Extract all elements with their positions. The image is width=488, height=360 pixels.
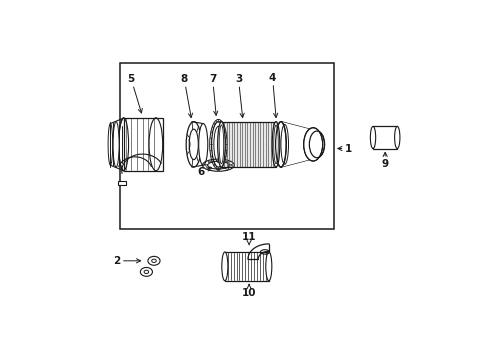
Ellipse shape xyxy=(198,123,207,165)
Bar xyxy=(221,122,275,167)
Ellipse shape xyxy=(303,128,322,161)
Polygon shape xyxy=(280,122,316,167)
Text: 10: 10 xyxy=(242,284,256,298)
Text: 11: 11 xyxy=(242,232,256,245)
Text: 2: 2 xyxy=(113,256,141,266)
Text: 9: 9 xyxy=(381,152,388,169)
Text: 7: 7 xyxy=(208,74,217,115)
Text: 6: 6 xyxy=(197,167,211,177)
Ellipse shape xyxy=(369,126,375,149)
Ellipse shape xyxy=(217,122,225,167)
Ellipse shape xyxy=(265,252,271,281)
Ellipse shape xyxy=(119,118,128,171)
Bar xyxy=(118,181,126,185)
Text: 8: 8 xyxy=(180,74,192,118)
Ellipse shape xyxy=(272,122,279,167)
Bar xyxy=(221,122,275,167)
Bar xyxy=(372,126,396,149)
Ellipse shape xyxy=(113,122,119,167)
Text: 5: 5 xyxy=(127,74,142,113)
Ellipse shape xyxy=(275,122,285,167)
Ellipse shape xyxy=(211,122,225,167)
Bar xyxy=(123,118,163,171)
Bar xyxy=(224,252,268,281)
Ellipse shape xyxy=(149,118,163,171)
Text: 4: 4 xyxy=(268,73,277,117)
Text: 1: 1 xyxy=(337,144,351,153)
Ellipse shape xyxy=(222,252,227,281)
Ellipse shape xyxy=(309,131,324,158)
Bar xyxy=(120,63,333,229)
Ellipse shape xyxy=(394,126,399,149)
Text: 3: 3 xyxy=(234,74,244,117)
Ellipse shape xyxy=(186,122,201,167)
